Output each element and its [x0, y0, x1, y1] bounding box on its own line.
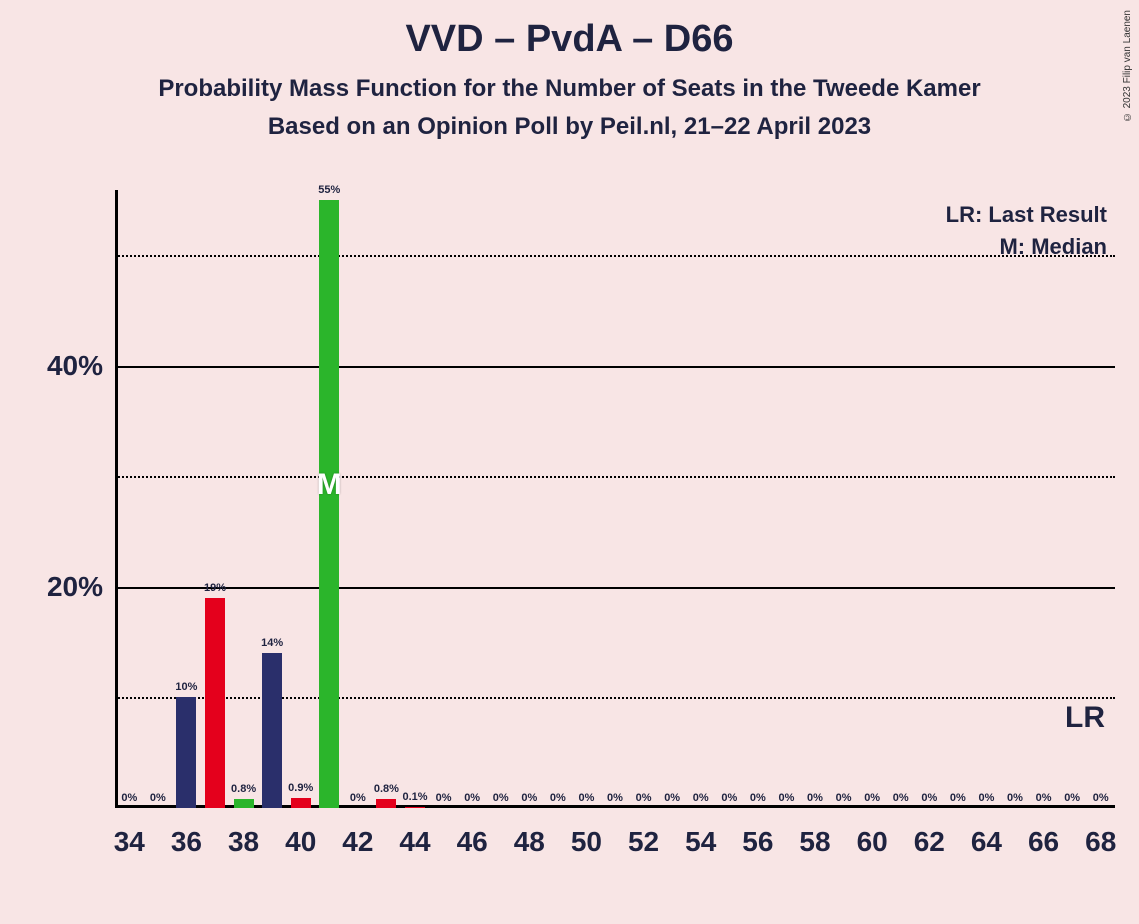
x-tick-label: 36: [171, 826, 202, 858]
gridline: [115, 476, 1115, 478]
bar-value-label: 0%: [464, 792, 480, 804]
gridline: [115, 255, 1115, 257]
bar: [319, 200, 339, 808]
bar-value-label: 0%: [978, 792, 994, 804]
x-tick-label: 50: [571, 826, 602, 858]
bar-value-label: 0%: [1064, 792, 1080, 804]
bar-value-label: 0%: [693, 792, 709, 804]
bar: [405, 807, 425, 808]
bar-value-label: 0%: [121, 792, 137, 804]
y-tick-label: 20%: [47, 571, 103, 603]
bar-value-label: 0.1%: [402, 791, 427, 803]
chart-title: VVD – PvdA – D66: [0, 0, 1139, 61]
bar-value-label: 0%: [1007, 792, 1023, 804]
bar: [376, 799, 396, 808]
x-tick-label: 44: [399, 826, 430, 858]
bar-value-label: 14%: [261, 637, 283, 649]
x-tick-label: 48: [514, 826, 545, 858]
bar-value-label: 0%: [921, 792, 937, 804]
bar-value-label: 0%: [521, 792, 537, 804]
bar-value-label: 0%: [636, 792, 652, 804]
x-tick-label: 68: [1085, 826, 1116, 858]
y-axis: [115, 190, 118, 808]
legend-median: M: Median: [999, 234, 1107, 260]
gridline: [115, 587, 1115, 589]
x-tick-label: 54: [685, 826, 716, 858]
bar-value-label: 0%: [893, 792, 909, 804]
bar-value-label: 0%: [493, 792, 509, 804]
x-tick-label: 40: [285, 826, 316, 858]
copyright-text: © 2023 Filip van Laenen: [1122, 10, 1133, 122]
bar: [176, 697, 196, 808]
bar-value-label: 19%: [204, 582, 226, 594]
bar-value-label: 0%: [807, 792, 823, 804]
x-tick-label: 56: [742, 826, 773, 858]
bar-value-label: 0%: [1093, 792, 1109, 804]
x-tick-label: 42: [342, 826, 373, 858]
bar-value-label: 0%: [778, 792, 794, 804]
bar-value-label: 55%: [318, 184, 340, 196]
bar-value-label: 0%: [550, 792, 566, 804]
bar-value-label: 0%: [150, 792, 166, 804]
bar-value-label: 0%: [721, 792, 737, 804]
bar-value-label: 0%: [350, 792, 366, 804]
x-tick-label: 64: [971, 826, 1002, 858]
x-tick-label: 66: [1028, 826, 1059, 858]
gridline: [115, 366, 1115, 368]
chart-subtitle-1: Probability Mass Function for the Number…: [0, 75, 1139, 103]
bar-value-label: 0%: [750, 792, 766, 804]
bar-value-label: 0%: [664, 792, 680, 804]
x-tick-label: 34: [114, 826, 145, 858]
last-result-label: LR: [1065, 701, 1105, 735]
bar-value-label: 0%: [607, 792, 623, 804]
x-tick-label: 60: [857, 826, 888, 858]
legend-last-result: LR: Last Result: [946, 202, 1107, 228]
bar-value-label: 0.8%: [374, 783, 399, 795]
bar-value-label: 0%: [836, 792, 852, 804]
x-tick-label: 58: [799, 826, 830, 858]
y-tick-label: 40%: [47, 350, 103, 382]
bar: [205, 598, 225, 808]
chart-subtitle-2: Based on an Opinion Poll by Peil.nl, 21–…: [0, 113, 1139, 141]
x-tick-label: 62: [914, 826, 945, 858]
chart-plot-area: 20%40%3436384042444648505254565860626466…: [115, 200, 1115, 808]
median-marker: M: [317, 468, 342, 502]
bar-value-label: 0%: [864, 792, 880, 804]
x-tick-label: 38: [228, 826, 259, 858]
bar-value-label: 0%: [950, 792, 966, 804]
x-tick-label: 52: [628, 826, 659, 858]
x-tick-label: 46: [457, 826, 488, 858]
bar-value-label: 0%: [436, 792, 452, 804]
bar: [234, 799, 254, 808]
bar-value-label: 0.9%: [288, 782, 313, 794]
bar-value-label: 0%: [578, 792, 594, 804]
bar-value-label: 0%: [1036, 792, 1052, 804]
bar-value-label: 0.8%: [231, 783, 256, 795]
bar: [291, 798, 311, 808]
bar: [262, 653, 282, 808]
bar-value-label: 10%: [175, 681, 197, 693]
